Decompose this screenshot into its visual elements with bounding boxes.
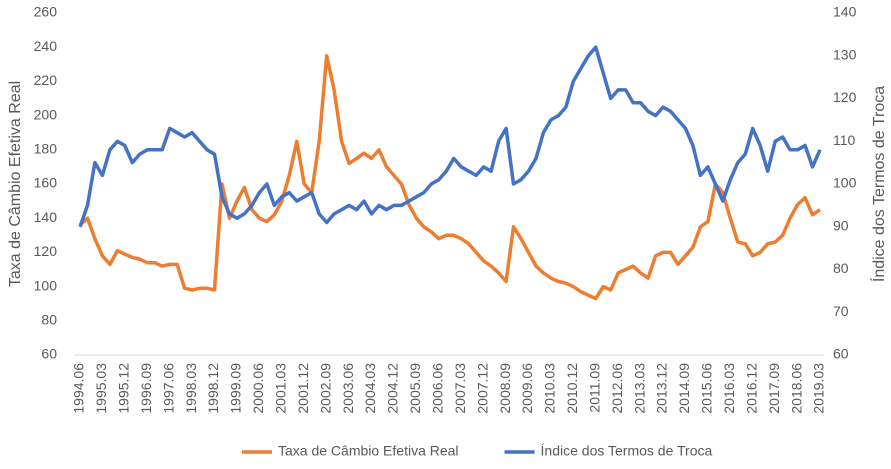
y-axis-label: Taxa de Câmbio Efetiva Real (7, 81, 24, 287)
y-tick-label: 80 (41, 312, 57, 328)
x-tick-label: 2005.09 (407, 363, 423, 414)
y-tick-label: 60 (41, 346, 57, 362)
x-tick-label: 2002.09 (317, 363, 333, 414)
y2-axis-label: Índice dos Termos de Troca (869, 86, 888, 282)
y-tick-label: 120 (34, 243, 58, 259)
y-tick-label: 160 (34, 175, 58, 191)
y2-tick-label: 90 (833, 217, 849, 233)
x-tick-label: 1994.06 (71, 363, 87, 414)
x-tick-label: 2001.03 (273, 363, 289, 414)
x-tick-label: 1996.09 (138, 363, 154, 414)
x-tick-label: 1995.03 (93, 363, 109, 414)
x-tick-label: 2007.03 (452, 363, 468, 414)
y-tick-label: 140 (34, 209, 58, 225)
x-tick-label: 2010.12 (564, 363, 580, 414)
x-tick-label: 2009.06 (519, 363, 535, 414)
y2-tick-label: 70 (833, 303, 849, 319)
x-tick-label: 2000.06 (250, 363, 266, 414)
legend-label: Taxa de Câmbio Efetiva Real (278, 443, 459, 459)
x-tick-label: 2013.12 (654, 363, 670, 414)
x-tick-label: 2012.06 (609, 363, 625, 414)
x-tick-label: 2004.03 (362, 363, 378, 414)
x-tick-label: 2006.06 (429, 363, 445, 414)
x-tick-label: 1999.09 (228, 363, 244, 414)
y-tick-label: 240 (34, 38, 58, 54)
x-tick-label: 2004.12 (385, 363, 401, 414)
y2-tick-label: 120 (833, 89, 857, 105)
legend-label: Índice dos Termos de Troca (541, 443, 713, 459)
y2-tick-label: 80 (833, 260, 849, 276)
x-tick-label: 1998.12 (205, 363, 221, 414)
y-tick-label: 200 (34, 106, 58, 122)
x-tick-label: 2011.09 (586, 363, 602, 413)
x-tick-label: 2007.12 (474, 363, 490, 414)
x-tick-label: 1995.12 (116, 363, 132, 414)
y2-tick-label: 100 (833, 175, 857, 191)
y-tick-label: 100 (34, 277, 58, 293)
y2-tick-label: 130 (833, 46, 857, 62)
x-tick-label: 2019.03 (811, 363, 827, 414)
x-tick-label: 2016.03 (721, 363, 737, 414)
x-tick-label: 1997.06 (160, 363, 176, 414)
y-tick-label: 220 (34, 72, 58, 88)
series-line (78, 45, 822, 228)
x-tick-label: 2015.06 (699, 363, 715, 414)
y2-tick-label: 110 (833, 132, 856, 148)
x-tick-label: 2001.12 (295, 363, 311, 414)
x-tick-label: 2016.12 (743, 363, 759, 414)
x-tick-label: 2008.09 (497, 363, 513, 414)
y-tick-label: 260 (34, 4, 58, 20)
y-tick-label: 180 (34, 141, 58, 157)
y2-tick-label: 140 (833, 4, 857, 20)
x-tick-label: 2013.03 (631, 363, 647, 414)
x-tick-label: 2010.03 (542, 363, 558, 414)
x-tick-label: 2014.09 (676, 363, 692, 414)
x-tick-label: 1998.03 (183, 363, 199, 414)
series-line (78, 54, 821, 301)
x-tick-label: 2017.09 (766, 363, 782, 414)
x-tick-label: 2018.06 (788, 363, 804, 414)
y2-tick-label: 60 (833, 346, 849, 362)
x-tick-label: 2003.06 (340, 363, 356, 414)
